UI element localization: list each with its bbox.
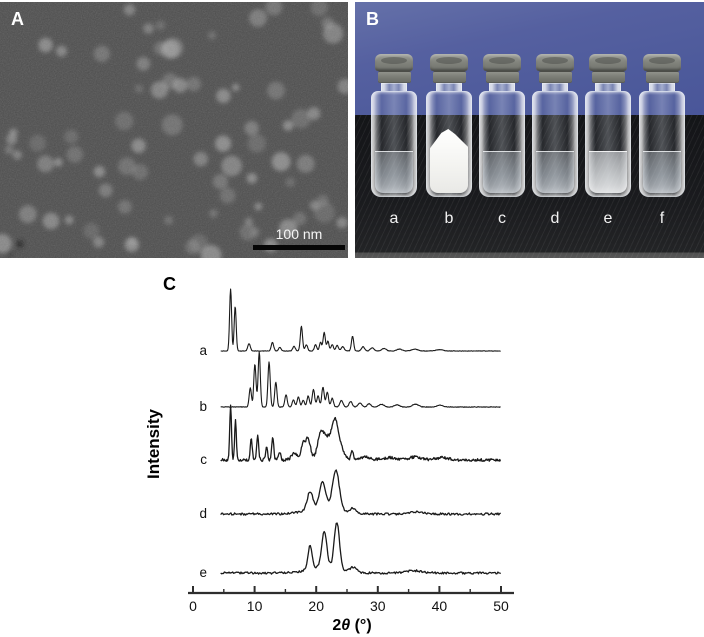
vial-b bbox=[424, 54, 474, 199]
panel-b-label: B bbox=[366, 9, 379, 29]
vial-neck bbox=[595, 83, 621, 91]
curve-label-b: b bbox=[199, 399, 207, 414]
y-axis-title: Intensity bbox=[144, 409, 163, 479]
clear-liquid bbox=[483, 151, 521, 193]
vial-body bbox=[479, 91, 525, 197]
xrd-curve-d bbox=[220, 469, 501, 516]
vial-crimp bbox=[538, 71, 572, 83]
xrd-curve-b bbox=[220, 351, 501, 408]
vial-crimp bbox=[432, 71, 466, 83]
curve-label-e: e bbox=[199, 565, 207, 580]
vial-body bbox=[639, 91, 685, 197]
vial-d bbox=[530, 54, 580, 199]
scale-bar: 100 nm bbox=[253, 226, 345, 250]
panel-a-tem-micrograph: A 100 nm bbox=[0, 2, 348, 258]
vial-body bbox=[532, 91, 578, 197]
x-axis-tick-label: 20 bbox=[308, 598, 324, 614]
clear-liquid bbox=[643, 151, 681, 193]
vial-neck bbox=[489, 83, 515, 91]
x-axis-tick-label: 50 bbox=[493, 598, 509, 614]
x-axis-tick-label: 30 bbox=[370, 598, 386, 614]
clear-liquid bbox=[375, 151, 413, 193]
x-axis-tick-label: 0 bbox=[189, 598, 197, 614]
xrd-curve-c bbox=[220, 404, 502, 463]
panel-a-label: A bbox=[11, 9, 24, 29]
vial-crimp bbox=[591, 71, 625, 83]
vial-cap bbox=[589, 54, 627, 71]
white-powder bbox=[430, 129, 468, 193]
vial-cap bbox=[643, 54, 681, 71]
xrd-curve-e bbox=[220, 522, 502, 575]
scale-bar-line bbox=[253, 245, 345, 250]
vial-body bbox=[585, 91, 631, 197]
vial-a-label: a bbox=[389, 210, 399, 227]
vial-cap bbox=[483, 54, 521, 71]
vial-neck bbox=[542, 83, 568, 91]
vial-e-label: e bbox=[603, 210, 613, 227]
tem-grain-overlay bbox=[0, 2, 348, 258]
panel-b-vials-photo: B bbox=[355, 2, 704, 258]
vial-body bbox=[371, 91, 417, 197]
vial-cap bbox=[430, 54, 468, 71]
vial-b-label: b bbox=[444, 210, 454, 227]
curve-label-c: c bbox=[200, 452, 207, 467]
x-axis-tick-label: 10 bbox=[247, 598, 263, 614]
curve-label-d: d bbox=[199, 506, 207, 521]
x-axis-tick-label: 40 bbox=[432, 598, 448, 614]
vial-crimp bbox=[645, 71, 679, 83]
vial-neck bbox=[649, 83, 675, 91]
vial-cap bbox=[375, 54, 413, 71]
x-axis-title: 2θ (°) bbox=[332, 617, 371, 634]
vial-crimp bbox=[485, 71, 519, 83]
panel-c-label: C bbox=[163, 274, 176, 294]
vial-crimp bbox=[377, 71, 411, 83]
cloudy-suspension bbox=[589, 151, 627, 193]
vial-d-label: d bbox=[550, 210, 560, 227]
vial-c bbox=[477, 54, 527, 199]
vial-c-label: c bbox=[498, 210, 506, 227]
tem-image bbox=[0, 2, 348, 258]
vial-neck bbox=[436, 83, 462, 91]
xrd-chart: 0 10 20 30 40 50 2θ (°) Intensity a b c d e bbox=[144, 288, 514, 634]
vial-f bbox=[637, 54, 687, 199]
xrd-curve-a bbox=[220, 288, 501, 352]
curve-label-a: a bbox=[199, 343, 207, 358]
panel-c-xrd-chart bbox=[0, 268, 704, 637]
vial-body bbox=[426, 91, 472, 197]
vial-neck bbox=[381, 83, 407, 91]
clear-liquid bbox=[536, 151, 574, 193]
vial-f-label: f bbox=[659, 210, 665, 227]
scale-bar-text: 100 nm bbox=[275, 226, 323, 242]
vial-e bbox=[583, 54, 633, 199]
vial-cap bbox=[536, 54, 574, 71]
vial-a bbox=[369, 54, 419, 199]
